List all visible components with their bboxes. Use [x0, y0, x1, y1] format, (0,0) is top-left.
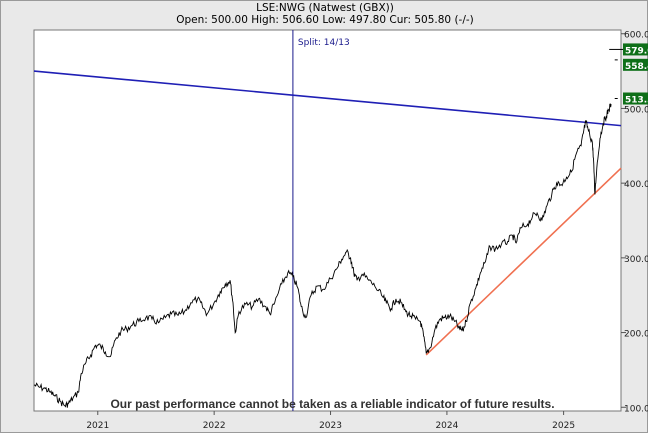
price-series-line [33, 103, 612, 408]
disclaimer-text: Our past performance cannot be taken as … [110, 397, 554, 411]
price-label-bg [623, 43, 648, 56]
trend-line [425, 167, 622, 356]
chart-title: LSE:NWG (Natwest (GBX)) [256, 2, 394, 14]
plot-area [33, 29, 622, 412]
price-label-bg [623, 58, 648, 71]
price-label: 579.0 [623, 43, 648, 56]
y-tick-label: 200.00 [624, 330, 648, 340]
x-tick-label: 2023 [319, 421, 342, 431]
y-tick-label: 600.00 [624, 31, 648, 41]
price-label: 513.3 [623, 92, 648, 106]
price-label-text: 513.3 [625, 96, 648, 106]
x-tick-label: 2022 [203, 421, 226, 431]
y-tick-label: 300.00 [624, 255, 648, 265]
x-tick-label: 2021 [86, 421, 109, 431]
price-label-bg [623, 92, 648, 105]
price-label-text: 558.4 [625, 62, 648, 72]
y-tick-label: 100.00 [624, 404, 648, 414]
y-tick-label: 500.00 [624, 105, 648, 115]
trend-line [33, 70, 622, 127]
x-tick-label: 2024 [435, 421, 458, 431]
x-tick-label: 2025 [552, 421, 575, 431]
chart-stats: Open: 500.00 High: 506.60 Low: 497.80 Cu… [176, 14, 474, 26]
price-label: 558.4 [623, 58, 648, 72]
split-label: Split: 14/13 [298, 38, 350, 48]
y-tick-label: 400.00 [624, 180, 648, 190]
price-label-text: 579.0 [625, 46, 648, 56]
